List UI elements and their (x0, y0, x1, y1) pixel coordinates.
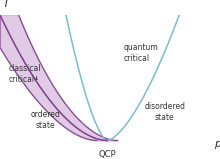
Text: p: p (214, 139, 220, 149)
Text: QCP: QCP (98, 150, 116, 159)
Text: disordered
state: disordered state (144, 102, 185, 122)
Text: ordered
state: ordered state (30, 110, 60, 130)
Text: quantum
critical: quantum critical (124, 43, 158, 63)
Text: T: T (2, 0, 9, 10)
Text: classical
critical: classical critical (8, 64, 41, 84)
